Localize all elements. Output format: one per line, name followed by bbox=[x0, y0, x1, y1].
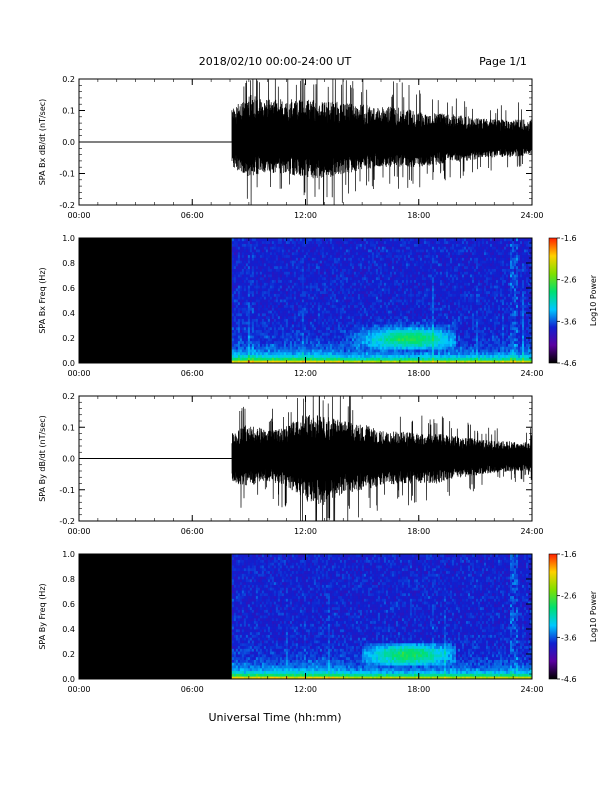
colorbar-tick-label: -1.6 bbox=[561, 550, 577, 559]
x-tick-label: 18:00 bbox=[407, 211, 430, 220]
y-tick-label: 0.2 bbox=[62, 392, 75, 401]
y-axis-label: SPA By dB/dt (nT/sec) bbox=[38, 415, 47, 502]
bx-trace-panel: 0.2 0.1 0.0 -0.1 -0.200:00 06:00 12:00 18:00 24:… bbox=[38, 75, 544, 220]
x-tick-label: 00:00 bbox=[67, 527, 90, 536]
plot-title: 2018/02/10 00:00-24:00 UT bbox=[199, 55, 352, 68]
trace-line bbox=[231, 396, 532, 521]
y-tick-label: 1.0 bbox=[62, 234, 75, 243]
by-trace-panel: 0.2 0.1 0.0 -0.1 -0.200:00 06:00 12:00 18:00 24:… bbox=[38, 392, 544, 536]
x-tick-label: 12:00 bbox=[294, 211, 317, 220]
x-axis-label: Universal Time (hh:mm) bbox=[209, 711, 342, 724]
trace-group bbox=[79, 396, 532, 521]
no-data-region bbox=[79, 554, 232, 679]
spectrogram-cells bbox=[79, 554, 533, 680]
x-tick-label: 06:00 bbox=[181, 369, 204, 378]
y-tick-label: -0.1 bbox=[59, 486, 75, 495]
colorbar-tick-label: -3.6 bbox=[561, 317, 577, 326]
y-tick-label: 0.6 bbox=[62, 284, 75, 293]
colorbar-tick-label: -4.6 bbox=[561, 675, 577, 684]
bx-spectrogram-panel: 1.0 0.8 0.6 0.4 0.2 0.000:00 06:00 12:00 18:00 24… bbox=[38, 234, 598, 378]
y-tick-label: 0.1 bbox=[62, 423, 75, 432]
colorbar-tick-label: -1.6 bbox=[561, 234, 577, 243]
y-axis-label: SPA By Freq (Hz) bbox=[38, 583, 47, 649]
colorbar bbox=[548, 553, 558, 680]
y-axis-label: SPA Bx Freq (Hz) bbox=[38, 267, 47, 333]
x-tick-label: 24:00 bbox=[520, 685, 543, 694]
x-tick-label: 24:00 bbox=[520, 369, 543, 378]
y-tick-label: 0.4 bbox=[62, 309, 75, 318]
y-tick-label: 0.0 bbox=[62, 138, 75, 147]
colorbar-label: Log10 Power bbox=[589, 590, 598, 642]
y-tick-label: 0.2 bbox=[62, 650, 75, 659]
colorbar bbox=[548, 237, 558, 364]
x-tick-label: 00:00 bbox=[67, 211, 90, 220]
y-tick-label: 0.2 bbox=[62, 75, 75, 84]
y-tick-label: 0.8 bbox=[62, 575, 75, 584]
colorbar-tick-label: -3.6 bbox=[561, 633, 577, 642]
x-tick-label: 24:00 bbox=[520, 211, 543, 220]
x-tick-label: 06:00 bbox=[181, 685, 204, 694]
x-tick-label: 18:00 bbox=[407, 369, 430, 378]
x-tick-label: 18:00 bbox=[407, 685, 430, 694]
trace-line bbox=[231, 79, 532, 205]
y-tick-label: 0.0 bbox=[62, 455, 75, 464]
trace-group bbox=[79, 79, 532, 205]
y-tick-label: -0.1 bbox=[59, 170, 75, 179]
x-tick-label: 18:00 bbox=[407, 527, 430, 536]
y-tick-label: 0.0 bbox=[62, 675, 75, 684]
page-indicator: Page 1/1 bbox=[479, 55, 527, 68]
by-spectrogram-panel: 1.0 0.8 0.6 0.4 0.2 0.000:00 06:00 12:00 18:00 24… bbox=[38, 550, 598, 694]
x-tick-label: 12:00 bbox=[294, 527, 317, 536]
y-tick-label: -0.2 bbox=[59, 201, 75, 210]
y-tick-label: -0.2 bbox=[59, 517, 75, 526]
colorbar-tick-label: -2.6 bbox=[561, 276, 577, 285]
x-tick-label: 24:00 bbox=[520, 527, 543, 536]
plot-frame bbox=[78, 553, 533, 680]
y-axis-label: SPA Bx dB/dt (nT/sec) bbox=[38, 99, 47, 186]
y-tick-label: 0.4 bbox=[62, 625, 75, 634]
spectrogram-cells bbox=[79, 238, 533, 364]
y-tick-label: 0.1 bbox=[62, 107, 75, 116]
y-tick-label: 0.2 bbox=[62, 334, 75, 343]
x-tick-label: 00:00 bbox=[67, 685, 90, 694]
x-tick-label: 00:00 bbox=[67, 369, 90, 378]
y-tick-label: 0.0 bbox=[62, 359, 75, 368]
x-tick-label: 06:00 bbox=[181, 211, 204, 220]
y-tick-label: 1.0 bbox=[62, 550, 75, 559]
colorbar-label: Log10 Power bbox=[589, 274, 598, 326]
x-tick-label: 12:00 bbox=[294, 685, 317, 694]
colorbar-tick-label: -2.6 bbox=[561, 592, 577, 601]
plot-frame bbox=[78, 237, 533, 364]
x-tick-label: 06:00 bbox=[181, 527, 204, 536]
y-tick-label: 0.6 bbox=[62, 600, 75, 609]
x-tick-label: 12:00 bbox=[294, 369, 317, 378]
y-tick-label: 0.8 bbox=[62, 259, 75, 268]
colorbar-tick-label: -4.6 bbox=[561, 359, 577, 368]
no-data-region bbox=[79, 238, 232, 363]
